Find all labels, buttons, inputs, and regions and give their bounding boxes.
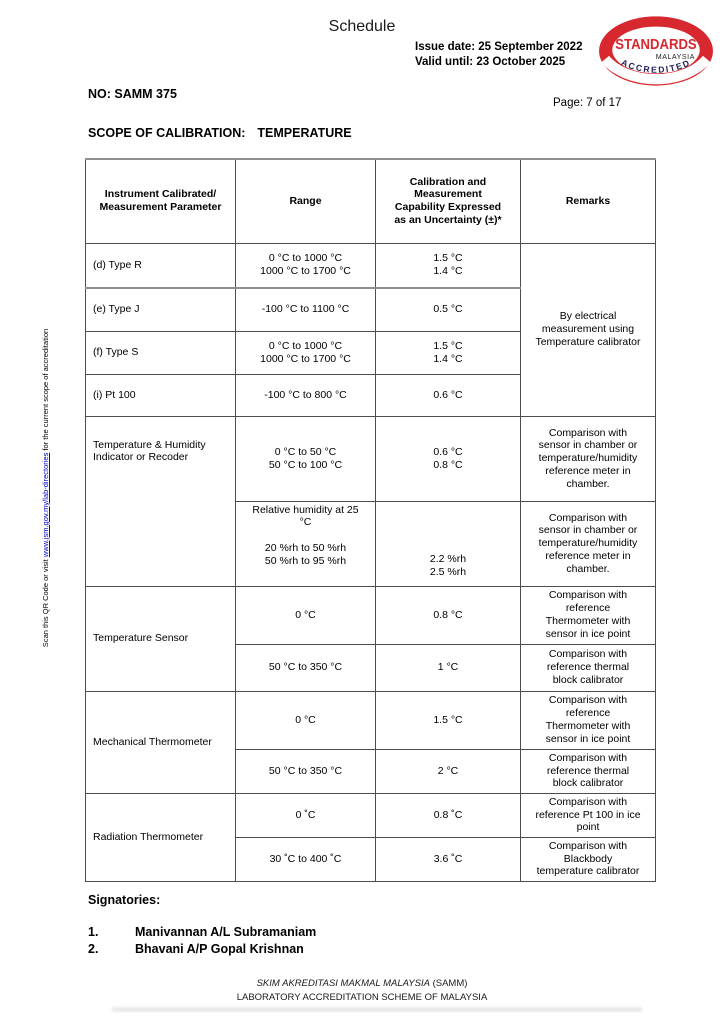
remarks-cell: Comparison with reference Thermometer wi… [520, 585, 656, 645]
col-header-instrument: Instrument Calibrated/ Measurement Param… [85, 158, 236, 244]
signatory-name: Bhavani A/P Gopal Krishnan [135, 942, 304, 956]
table-row: Temperature & Humidity Indicator or Reco… [85, 415, 656, 587]
range-cell: 0 °C [235, 690, 376, 750]
cmc-cell: 0.5 °C [375, 287, 521, 332]
side-note-prefix: Scan this QR Code or visit [41, 557, 50, 648]
range-cell: 0 ˚C [235, 792, 376, 838]
page-number: Page: 7 of 17 [553, 97, 622, 109]
range-cell: -100 °C to 1100 °C [235, 287, 376, 332]
calibration-scope-table: Instrument Calibrated/ Measurement Param… [85, 158, 656, 882]
signatory-list: 1. Manivannan A/L Subramaniam 2. Bhavani… [88, 924, 316, 958]
list-item: 1. Manivannan A/L Subramaniam [88, 924, 316, 941]
range-cell: -100 °C to 800 °C [235, 373, 376, 417]
instrument-cell: (i) Pt 100 [85, 373, 236, 417]
issue-date: Issue date: 25 September 2022 [415, 41, 583, 53]
cmc-cell: 0.6 °C 0.8 °C [375, 415, 521, 502]
signatory-name: Manivannan A/L Subramaniam [135, 925, 317, 939]
range-cell: 0 °C to 50 °C 50 °C to 100 °C [235, 415, 376, 502]
table-row: 50 °C to 350 °C 1 °C Comparison with ref… [86, 643, 656, 692]
range-cell: 30 ˚C to 400 ˚C [235, 836, 376, 882]
table-row: (d) Type R 0 °C to 1000 °C 1000 °C to 17… [85, 242, 656, 417]
footer-line-1: SKIM AKREDITASI MAKMAL MALAYSIA (SAMM) [0, 977, 724, 991]
scan-artifact-strip [112, 1007, 642, 1012]
page-title: Schedule [328, 18, 396, 35]
remarks-cell: Comparison with reference thermal block … [520, 748, 656, 794]
logo-standards-text: STANDARDS [615, 37, 697, 53]
footer-line-2: LABORATORY ACCREDITATION SCHEME OF MALAY… [236, 991, 488, 1003]
instrument-cell: (e) Type J [85, 287, 236, 332]
remarks-cell: Comparison with reference Thermometer wi… [520, 690, 656, 750]
table-row: Temperature Sensor 0 °C 0.8 °C Compariso… [85, 585, 656, 692]
instrument-cell: (d) Type R [85, 242, 236, 289]
table-row: Relative humidity at 25 °C 20 %rh to 50 … [86, 500, 656, 587]
cmc-cell: 0.8 ˚C [375, 792, 521, 838]
instrument-cell: Temperature & Humidity Indicator or Reco… [85, 415, 236, 587]
list-item: 2. Bhavani A/P Gopal Krishnan [88, 941, 316, 958]
remarks-cell: Comparison with Blackbody temperature ca… [520, 836, 656, 882]
remarks-cell: Comparison with reference thermal block … [520, 643, 656, 692]
cmc-cell: 1.5 °C 1.4 °C [375, 330, 521, 375]
remarks-cell: Comparison with sensor in chamber or tem… [520, 415, 656, 502]
col-header-cmc: Calibration and Measurement Capability E… [375, 158, 521, 244]
instrument-cell: Temperature Sensor [85, 585, 236, 692]
logo-inner-face [612, 26, 700, 74]
range-cell: 0 °C [235, 585, 376, 645]
col-header-remarks: Remarks [520, 158, 656, 244]
cmc-cell: 2.2 %rh 2.5 %rh [375, 500, 521, 587]
col-header-range: Range [235, 158, 376, 244]
cmc-cell: 1 °C [375, 643, 521, 692]
side-note-vertical-text: Scan this QR Code or visit www.jsm.gov.m… [41, 272, 53, 704]
signatory-number: 2. [88, 942, 99, 956]
instrument-cell: Radiation Thermometer [85, 792, 236, 882]
scope-heading: SCOPE OF CALIBRATION: TEMPERATURE [88, 126, 352, 140]
cmc-cell: 0.6 °C [375, 373, 521, 417]
signatories-heading: Signatories: [88, 893, 161, 907]
footer-scheme-malay: SKIM AKREDITASI MAKMAL MALAYSIA [256, 978, 430, 989]
cmc-cell: 2 °C [375, 748, 521, 794]
range-cell: 0 °C to 1000 °C 1000 °C to 1700 °C [235, 330, 376, 375]
footer: SKIM AKREDITASI MAKMAL MALAYSIA (SAMM) L… [0, 977, 724, 1004]
logo-arc-band [601, 55, 711, 85]
table-row: (f) Type S 0 °C to 1000 °C 1000 °C to 17… [85, 330, 656, 375]
remarks-cell: Comparison with reference Pt 100 in ice … [520, 792, 656, 838]
table-row: (e) Type J -100 °C to 1100 °C 0.5 °C [85, 287, 656, 332]
instrument-cell: Mechanical Thermometer [85, 690, 236, 794]
scope-value: TEMPERATURE [257, 126, 352, 140]
signatory-number: 1. [88, 925, 99, 939]
scope-label: SCOPE OF CALIBRATION: [88, 126, 246, 140]
range-cell: 50 °C to 350 °C [235, 748, 376, 794]
range-cell: 0 °C to 1000 °C 1000 °C to 1700 °C [235, 242, 376, 289]
cmc-cell: 0.8 °C [375, 585, 521, 645]
footer-scheme-abbr: (SAMM) [429, 978, 468, 989]
remarks-cell: By electrical measurement using Temperat… [520, 242, 656, 417]
side-note-suffix: for the current scope of accreditation [41, 328, 50, 453]
cmc-cell: 1.5 °C 1.4 °C [375, 242, 521, 289]
table-row: Mechanical Thermometer 0 °C 1.5 °C Compa… [85, 690, 656, 794]
document-number: NO: SAMM 375 [88, 87, 177, 101]
remarks-cell: Comparison with sensor in chamber or tem… [520, 500, 656, 587]
range-cell: 50 °C to 350 °C [235, 643, 376, 692]
lab-directories-link[interactable]: www.jsm.gov.my/lab-directories [41, 452, 50, 558]
instrument-cell: (f) Type S [85, 330, 236, 375]
table-row: 50 °C to 350 °C 2 °C Comparison with ref… [86, 748, 656, 794]
table-row: 30 ˚C to 400 ˚C 3.6 ˚C Comparison with B… [86, 836, 656, 882]
table-row: Radiation Thermometer 0 ˚C 0.8 ˚C Compar… [85, 792, 656, 882]
cmc-cell: 3.6 ˚C [375, 836, 521, 882]
cmc-cell: 1.5 °C [375, 690, 521, 750]
logo-malaysia-text: MALAYSIA [656, 53, 695, 61]
table-row: (i) Pt 100 -100 °C to 800 °C 0.6 °C [85, 373, 656, 417]
valid-until-date: Valid until: 23 October 2025 [415, 56, 566, 68]
range-cell: Relative humidity at 25 °C 20 %rh to 50 … [235, 500, 376, 587]
standards-malaysia-accredited-logo: STANDARDS MALAYSIA ACCREDITED [599, 16, 713, 86]
table-header-row: Instrument Calibrated/ Measurement Param… [85, 158, 656, 244]
document-dates: Issue date: 25 September 2022 Valid unti… [415, 40, 582, 70]
